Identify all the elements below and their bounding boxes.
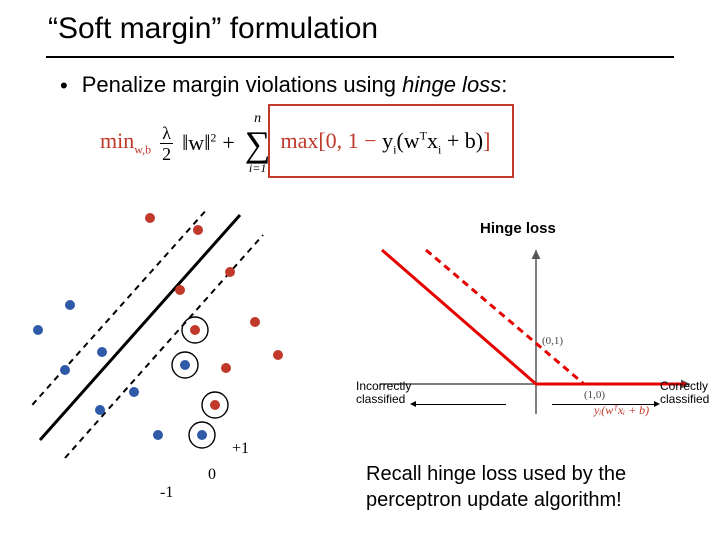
- sigma: n ∑ i=1: [245, 112, 271, 174]
- slide-title: “Soft margin” formulation: [48, 12, 378, 46]
- lambda-over-2: λ 2: [160, 123, 173, 164]
- label-minus1: -1: [160, 484, 173, 502]
- frac-den: 2: [160, 144, 173, 164]
- sigma-symbol: ∑: [245, 126, 271, 162]
- correct-label: Correctlyclassified: [660, 380, 709, 406]
- norm-w: ‖w‖2: [182, 130, 216, 156]
- bullet-emph: hinge loss: [402, 72, 501, 97]
- plus: +: [222, 130, 234, 156]
- svm-diagram: [30, 210, 310, 460]
- formula-min: minw,b: [100, 128, 151, 157]
- bullet-dot: •: [60, 72, 68, 100]
- min-text: min: [100, 128, 134, 153]
- bullet-text: Penalize margin violations using hinge l…: [82, 72, 508, 98]
- norm-text: ‖w‖: [182, 130, 210, 155]
- bullet-row: • Penalize margin violations using hinge…: [60, 72, 507, 100]
- hinge-plot: (0,1) (1,0) yᵢ(wᵀxᵢ + b): [376, 244, 696, 424]
- incorrect-arrow: [416, 404, 506, 405]
- correct-arrow: [552, 404, 654, 405]
- svg-text:(0,1): (0,1): [542, 335, 563, 347]
- incorrect-label: Incorrectlyclassified: [356, 380, 411, 406]
- hinge-title: Hinge loss: [480, 220, 556, 237]
- svg-text:yᵢ(wᵀxᵢ + b): yᵢ(wᵀxᵢ + b): [593, 403, 649, 417]
- bullet-lead: Penalize margin violations using: [82, 72, 402, 97]
- formula-highlight-box: [268, 104, 514, 178]
- recall-line2: perceptron update algorithm!: [366, 488, 622, 513]
- norm-sup: 2: [210, 131, 216, 145]
- recall-line1: Recall hinge loss used by the: [366, 462, 626, 487]
- sigma-bot: i=1: [249, 162, 266, 174]
- min-sub: w,b: [134, 143, 151, 157]
- label-zero: 0: [208, 466, 216, 484]
- bullet-tail: :: [501, 72, 507, 97]
- svg-text:(1,0): (1,0): [584, 389, 605, 401]
- frac-num: λ: [160, 123, 173, 143]
- label-plus1: +1: [232, 440, 249, 458]
- title-underline: [46, 56, 674, 58]
